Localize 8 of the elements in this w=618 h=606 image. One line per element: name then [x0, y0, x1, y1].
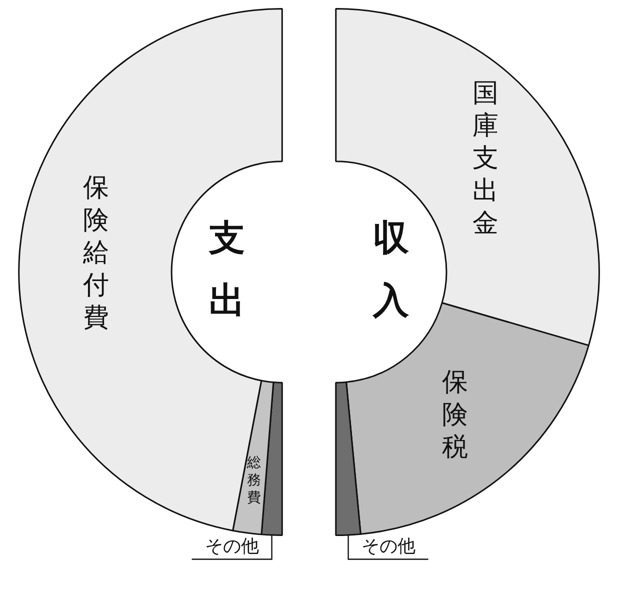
text: 支出 [208, 218, 245, 322]
slice-label: 総務費 [246, 454, 262, 506]
slice-label: 保険給付費 [82, 173, 110, 334]
slice-label: 国庫支出金 [472, 78, 498, 239]
slice-label: その他 [204, 536, 259, 557]
text: 収入 [372, 218, 410, 322]
slice-label: その他 [361, 536, 416, 557]
slice-label: 保険税 [442, 367, 468, 462]
